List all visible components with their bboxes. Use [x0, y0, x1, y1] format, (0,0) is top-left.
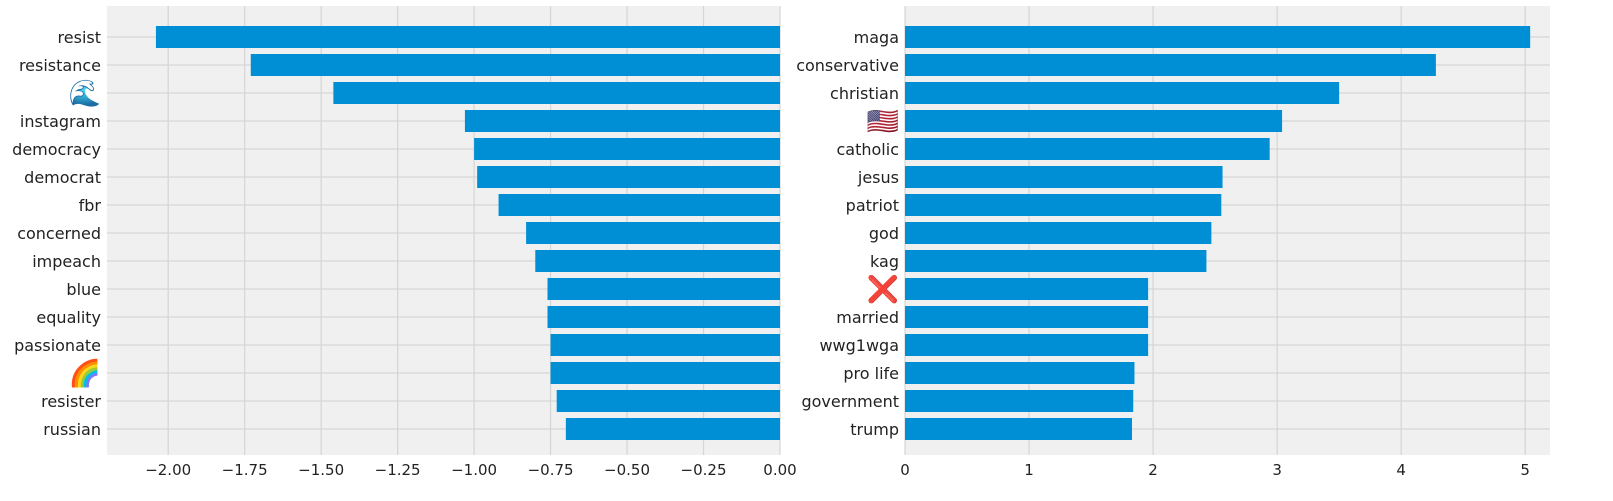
- bar: [250, 54, 780, 76]
- x-tick-label: 0.00: [763, 461, 796, 479]
- bar: [905, 82, 1340, 104]
- category-label: democrat: [24, 168, 101, 187]
- category-label: patriot: [846, 196, 899, 215]
- bar: [905, 362, 1135, 384]
- bar: [550, 334, 780, 356]
- category-label: resistance: [19, 56, 101, 75]
- category-label: 🇺🇸: [867, 107, 899, 137]
- bar: [547, 306, 780, 328]
- category-label: wwg1wga: [819, 336, 899, 355]
- category-label: maga: [854, 28, 899, 47]
- bar: [905, 306, 1149, 328]
- bar: [498, 194, 780, 216]
- bar: [905, 278, 1149, 300]
- bar: [333, 82, 780, 104]
- bar: [905, 138, 1270, 160]
- bar: [547, 278, 780, 300]
- x-tick-label: 4: [1396, 461, 1406, 479]
- category-label: russian: [43, 420, 101, 439]
- category-label: married: [836, 308, 899, 327]
- category-label: instagram: [20, 112, 101, 131]
- bar: [474, 138, 780, 160]
- x-tick-label: −0.75: [528, 461, 574, 479]
- category-label: pro life: [843, 364, 899, 383]
- x-tick-label: 0: [900, 461, 910, 479]
- x-tick-label: −2.00: [145, 461, 191, 479]
- category-label: democracy: [12, 140, 101, 159]
- bar: [905, 390, 1134, 412]
- bar: [565, 418, 780, 440]
- right-chart-panel: 0 1 2 3 4 5 maga conservative christian 🇺🇸 catholi…: [796, 6, 1550, 479]
- bar: [905, 110, 1283, 132]
- bar: [905, 418, 1132, 440]
- x-tick-label: 5: [1520, 461, 1530, 479]
- bar: [550, 362, 780, 384]
- bar: [526, 222, 780, 244]
- category-label: 🌊: [69, 78, 101, 109]
- bar: [905, 250, 1207, 272]
- category-label: concerned: [17, 224, 101, 243]
- category-label: god: [869, 224, 899, 243]
- category-label: resist: [58, 28, 101, 47]
- category-label: 🌈: [69, 357, 101, 389]
- x-tick-label: 2: [1148, 461, 1158, 479]
- bar: [905, 26, 1531, 48]
- category-label: resister: [41, 392, 101, 411]
- category-label: ❌: [867, 274, 899, 305]
- category-label: government: [801, 392, 899, 411]
- bar: [556, 390, 780, 412]
- x-tick-label: 3: [1272, 461, 1282, 479]
- x-tick-label: −0.50: [604, 461, 650, 479]
- category-label: conservative: [796, 56, 899, 75]
- category-label: blue: [66, 280, 101, 299]
- x-tick-label: 1: [1024, 461, 1034, 479]
- category-label: catholic: [837, 140, 900, 159]
- category-label: impeach: [32, 252, 101, 271]
- x-tick-label: −1.50: [298, 461, 344, 479]
- bar: [905, 54, 1436, 76]
- bar: [905, 222, 1212, 244]
- x-tick-label: −1.00: [451, 461, 497, 479]
- left-chart-panel: −2.00 −1.75 −1.50 −1.25 −1.00 −0.75 −0.50 −0.25…: [12, 6, 797, 479]
- x-tick-label: −0.25: [681, 461, 727, 479]
- x-tick-label: −1.25: [375, 461, 421, 479]
- category-label: equality: [36, 308, 101, 327]
- bar: [905, 194, 1222, 216]
- bar: [535, 250, 780, 272]
- bar: [905, 166, 1223, 188]
- bar: [477, 166, 780, 188]
- bar: [464, 110, 780, 132]
- category-label: fbr: [79, 196, 102, 215]
- category-label: christian: [830, 84, 899, 103]
- bar: [155, 26, 781, 48]
- category-label: trump: [850, 420, 899, 439]
- category-label: passionate: [14, 336, 101, 355]
- bar: [905, 334, 1149, 356]
- category-label: jesus: [857, 168, 899, 187]
- x-tick-label: −1.75: [222, 461, 268, 479]
- category-label: kag: [870, 252, 899, 271]
